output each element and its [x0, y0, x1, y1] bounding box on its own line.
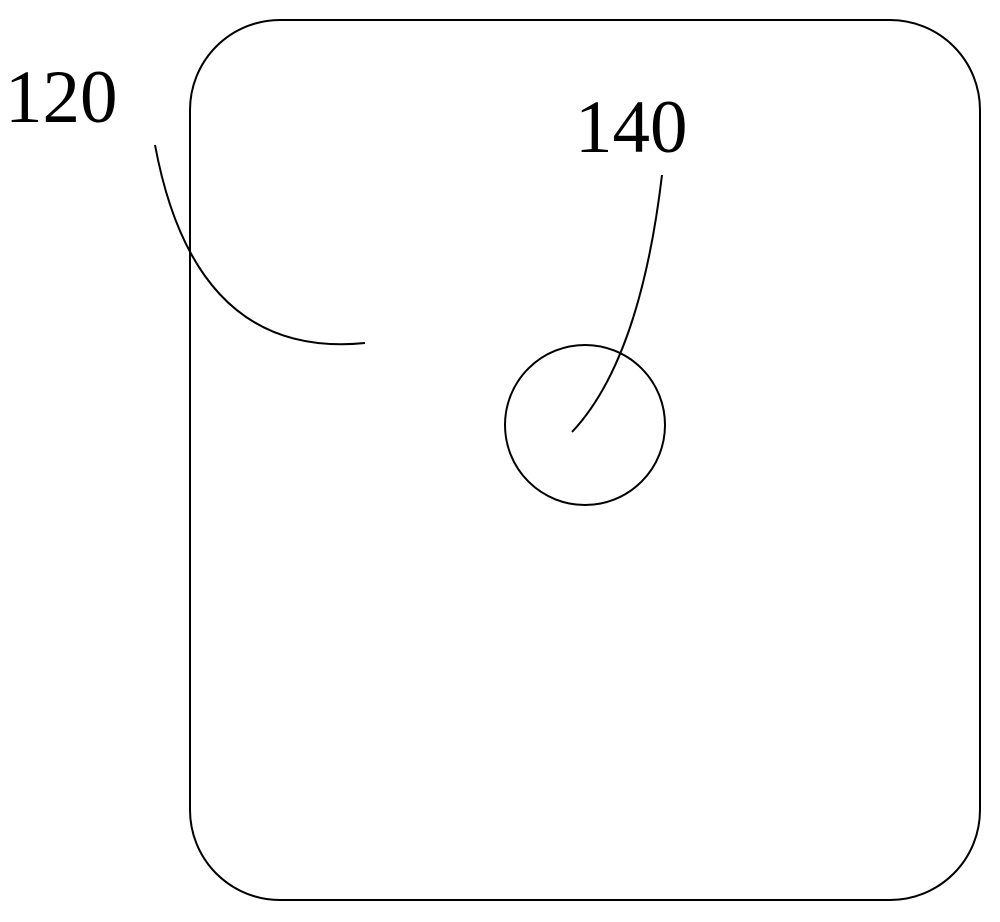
inner-circle [505, 345, 665, 505]
diagram-svg [0, 0, 1000, 922]
label-120: 120 [5, 55, 118, 141]
leader-line-outer [155, 145, 365, 344]
leader-line-inner [572, 175, 662, 432]
label-140: 140 [575, 85, 688, 171]
